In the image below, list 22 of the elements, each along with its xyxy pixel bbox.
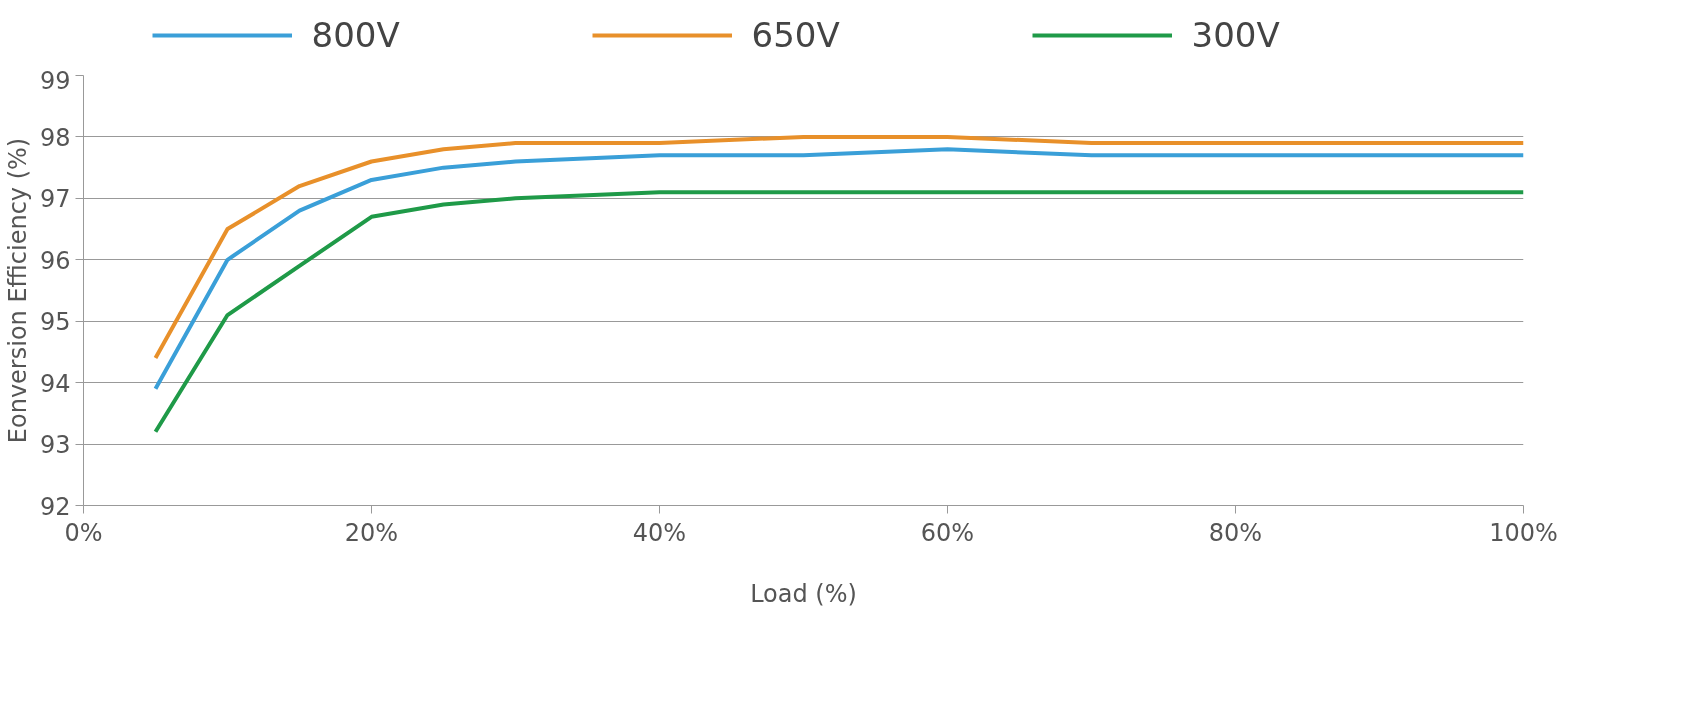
x-axis-title: Load (%) xyxy=(750,579,857,608)
y-tick-label: 99 xyxy=(39,66,71,95)
legend-label: 650V xyxy=(751,15,841,55)
y-tick-label: 96 xyxy=(39,246,71,275)
y-tick-label: 94 xyxy=(39,369,71,398)
x-tick-label: 60% xyxy=(920,518,975,547)
legend-label: 300V xyxy=(1191,15,1281,55)
y-axis-title: Eonversion Efficiency (%) xyxy=(3,137,32,444)
legend-label: 800V xyxy=(311,15,401,55)
line-series xyxy=(153,147,1524,391)
y-tick-label: 98 xyxy=(39,123,71,152)
line-series xyxy=(153,190,1524,434)
x-tick-label: 0% xyxy=(64,518,103,547)
x-tick-label: 40% xyxy=(632,518,687,547)
x-tick-label: 20% xyxy=(344,518,399,547)
x-tick-label: 80% xyxy=(1208,518,1263,547)
line-series xyxy=(153,134,1524,361)
y-tick-label: 93 xyxy=(39,431,71,460)
y-tick-label: 95 xyxy=(39,308,71,337)
x-tick-label: 100% xyxy=(1489,518,1558,547)
y-tick-label: 92 xyxy=(39,492,71,521)
y-tick-label: 97 xyxy=(39,185,71,214)
